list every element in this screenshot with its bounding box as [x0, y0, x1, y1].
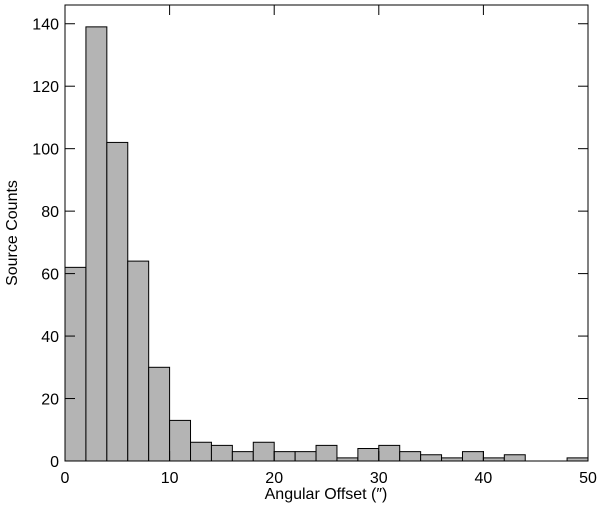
bar: [420, 454, 443, 462]
bar: [169, 419, 192, 462]
bar: [399, 451, 422, 462]
bar: [503, 454, 526, 462]
bar: [85, 26, 108, 462]
bar: [252, 441, 275, 462]
bar: [294, 451, 317, 462]
bar: [273, 451, 296, 462]
plot-frame: [64, 4, 589, 462]
bar: [148, 366, 171, 462]
x-tick-label: 20: [265, 470, 283, 487]
bar: [461, 451, 484, 462]
y-tick-label: 60: [41, 267, 59, 284]
bar: [357, 448, 380, 462]
x-tick-label: 40: [475, 470, 493, 487]
bar: [127, 260, 150, 462]
x-tick-label: 50: [579, 470, 597, 487]
bar: [106, 141, 129, 462]
bar: [190, 441, 212, 462]
y-tick-label: 80: [41, 204, 59, 221]
bar: [64, 266, 87, 462]
y-tick-label: 40: [41, 329, 59, 346]
y-tick-label: 100: [32, 142, 59, 159]
y-tick-label: 120: [32, 79, 59, 96]
y-axis-label: Source Counts: [4, 180, 21, 286]
bar: [210, 444, 233, 462]
x-tick-label: 0: [61, 470, 70, 487]
bar: [231, 451, 254, 462]
y-tick-label: 20: [41, 392, 59, 409]
x-tick-label: 30: [370, 470, 388, 487]
bar: [315, 444, 338, 462]
x-axis-label: Angular Offset (″): [265, 486, 388, 503]
y-tick-label: 0: [50, 454, 59, 471]
y-tick-label: 140: [32, 17, 59, 34]
bar: [378, 444, 401, 462]
x-tick-label: 10: [161, 470, 179, 487]
